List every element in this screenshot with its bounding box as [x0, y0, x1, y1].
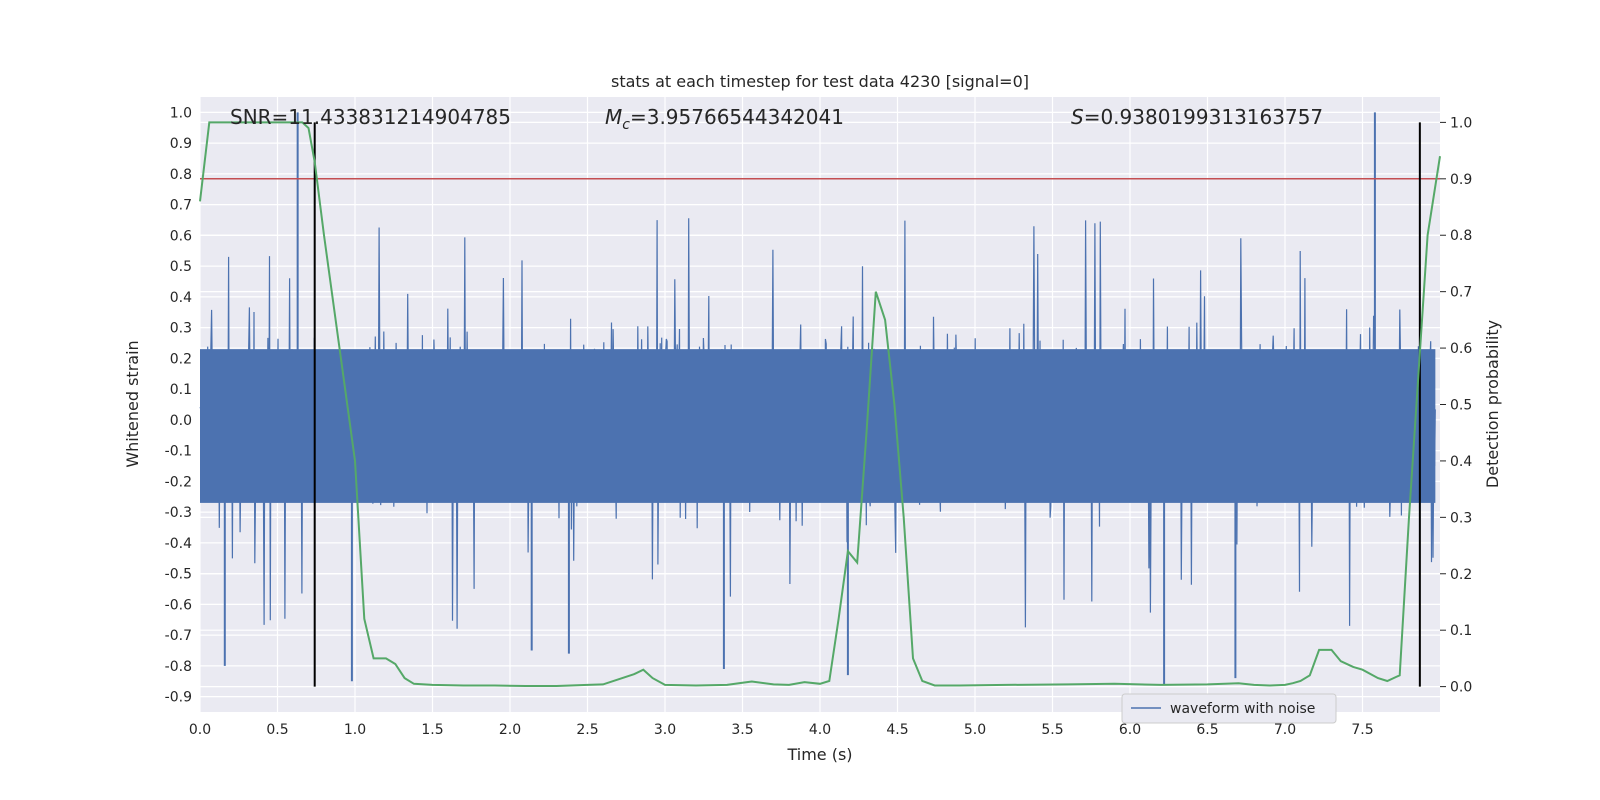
x-tick-label: 3.0 — [654, 722, 676, 738]
y-tick-label: -0.7 — [165, 628, 192, 644]
y-tick-label: -0.8 — [165, 659, 192, 675]
y2-tick-label: 0.4 — [1450, 454, 1472, 470]
y2-tick-label: 0.7 — [1450, 285, 1472, 301]
strain-core-band — [200, 349, 1436, 503]
x-tick-label: 6.0 — [1119, 722, 1141, 738]
y-tick-label: 0.0 — [170, 413, 192, 429]
legend-label: waveform with noise — [1170, 701, 1315, 717]
x-tick-label: 3.5 — [731, 722, 753, 738]
y-tick-label: 0.9 — [170, 136, 192, 152]
y-tick-label: -0.3 — [165, 505, 192, 521]
marker-lines — [313, 122, 1421, 687]
x-tick-label: 4.5 — [886, 722, 908, 738]
y2-tick-label: 1.0 — [1450, 115, 1472, 131]
y2-axis-label: Detection probability — [1483, 320, 1502, 488]
s-value: =0.9380199313163757 — [1084, 105, 1323, 129]
x-tick-label: 0.5 — [266, 722, 288, 738]
y-tick-label: 0.3 — [170, 321, 192, 337]
x-tick-label: 7.5 — [1351, 722, 1373, 738]
legend: waveform with noise — [1121, 693, 1337, 724]
y-tick-label: 0.8 — [170, 167, 192, 183]
y2-axis-ticks: 1.0 0.9 0.8 0.7 0.6 0.5 0.4 0.3 0.2 0.1 0.0 — [1440, 115, 1472, 696]
x-tick-label: 6.5 — [1196, 722, 1218, 738]
y-tick-label: 0.2 — [170, 351, 192, 367]
y2-tick-label: 0.9 — [1450, 172, 1472, 188]
y-tick-label: -0.9 — [165, 690, 192, 706]
y-tick-label: -0.4 — [165, 536, 192, 552]
legend-box — [1121, 693, 1337, 724]
snr-annotation: SNR=11.433831214904785 — [230, 105, 511, 129]
y2-tick-label: 0.6 — [1450, 341, 1472, 357]
y-axis-label: Whitened strain — [123, 340, 142, 467]
y-tick-label: 0.5 — [170, 259, 192, 275]
y2-tick-label: 0.2 — [1450, 567, 1472, 583]
s-symbol: S — [1071, 105, 1084, 129]
y-tick-label: -0.6 — [165, 597, 192, 613]
y-tick-label: 0.1 — [170, 382, 192, 398]
y-tick-label: -0.5 — [165, 567, 192, 583]
chirp-mass-symbol: M — [605, 105, 622, 129]
y-tick-label: -0.2 — [165, 474, 192, 490]
chirp-mass-annotation: Mc=3.95766544342041 — [605, 105, 844, 133]
y2-tick-label: 0.8 — [1450, 228, 1472, 244]
probability-series — [199, 121, 1441, 687]
x-tick-label: 2.5 — [576, 722, 598, 738]
chirp-mass-subscript: c — [622, 117, 630, 133]
x-axis-ticks: 0.0 0.5 1.0 1.5 2.0 2.5 3.0 3.5 4.0 4.5 5.0 5.5 6.0 6… — [189, 722, 1374, 738]
x-axis-label: Time (s) — [786, 745, 852, 764]
chart-title: stats at each timestep for test data 423… — [611, 72, 1029, 91]
y2-tick-label: 0.1 — [1450, 623, 1472, 639]
y2-tick-label: 0.3 — [1450, 510, 1472, 526]
probability-line — [199, 121, 1441, 687]
y2-tick-label: 0.5 — [1450, 398, 1472, 414]
y-axis-ticks: 1.0 0.9 0.8 0.7 0.6 0.5 0.4 0.3 0.2 0.1 0.0 -0.1 -0.… — [165, 105, 192, 705]
x-tick-label: 4.0 — [809, 722, 831, 738]
x-tick-label: 5.0 — [964, 722, 986, 738]
y-tick-label: 1.0 — [170, 105, 192, 121]
s-annotation: S=0.9380199313163757 — [1071, 105, 1323, 129]
x-tick-label: 2.0 — [499, 722, 521, 738]
y2-tick-label: 0.0 — [1450, 680, 1472, 696]
y-tick-label: 0.7 — [170, 198, 192, 214]
x-tick-label: 5.5 — [1041, 722, 1063, 738]
strain-series — [199, 112, 1436, 685]
chirp-mass-value: =3.95766544342041 — [630, 105, 844, 129]
y-tick-label: -0.1 — [165, 444, 192, 460]
x-tick-label: 1.0 — [344, 722, 366, 738]
x-tick-label: 7.0 — [1274, 722, 1296, 738]
x-tick-label: 1.5 — [421, 722, 443, 738]
x-tick-label: 0.0 — [189, 722, 211, 738]
y-tick-label: 0.4 — [170, 290, 192, 306]
y-tick-label: 0.6 — [170, 228, 192, 244]
